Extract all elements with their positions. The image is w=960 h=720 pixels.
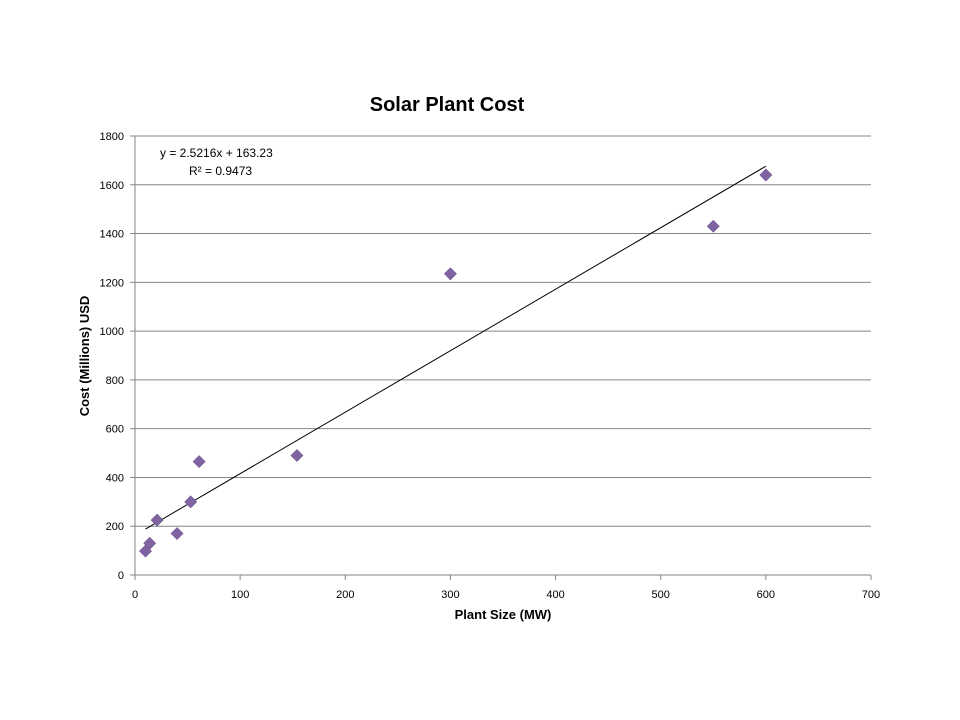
y-tick-label: 600 xyxy=(106,424,124,436)
data-point xyxy=(759,168,773,182)
y-tick-label: 1200 xyxy=(100,277,124,289)
x-axis-title: Plant Size (MW) xyxy=(455,607,552,622)
y-tick-label: 800 xyxy=(106,375,124,387)
y-tick-label: 1800 xyxy=(100,131,124,143)
y-tick-label: 0 xyxy=(118,570,124,582)
data-point xyxy=(184,495,198,509)
x-tick-label: 600 xyxy=(757,589,775,601)
axes xyxy=(130,135,872,580)
data-point xyxy=(290,449,304,462)
trendline xyxy=(145,165,767,530)
data-point xyxy=(444,267,457,281)
trendline-group xyxy=(145,165,767,530)
data-point xyxy=(143,536,157,550)
data-point xyxy=(150,513,164,527)
x-tick-label: 300 xyxy=(441,589,459,601)
y-tick-label: 1600 xyxy=(100,180,124,192)
gridlines xyxy=(135,135,871,527)
trendline-equation: y = 2.5216x + 163.23 xyxy=(160,146,273,160)
data-point xyxy=(192,455,206,469)
trendline-r-squared: R² = 0.9473 xyxy=(189,164,252,178)
x-tick-label: 100 xyxy=(231,589,249,601)
y-tick-labels: 0 200 400 600 800 1000 1200 1400 1600 1800 xyxy=(100,131,124,582)
data-point xyxy=(170,527,184,540)
x-tick-label: 400 xyxy=(546,589,564,601)
x-tick-labels: 0 100 200 300 400 500 600 700 xyxy=(132,589,880,601)
x-tick-label: 700 xyxy=(862,589,880,601)
y-tick-label: 1400 xyxy=(100,229,124,241)
y-tick-label: 200 xyxy=(106,521,124,533)
data-point xyxy=(706,219,720,233)
y-tick-label: 400 xyxy=(106,472,124,484)
chart-title: Solar Plant Cost xyxy=(370,94,525,116)
y-tick-label: 1000 xyxy=(100,326,124,338)
x-tick-label: 0 xyxy=(132,589,138,601)
data-points xyxy=(139,168,773,558)
y-axis-title: Cost (Millions) USD xyxy=(77,296,92,417)
x-tick-label: 500 xyxy=(652,589,670,601)
x-tick-label: 200 xyxy=(336,589,354,601)
